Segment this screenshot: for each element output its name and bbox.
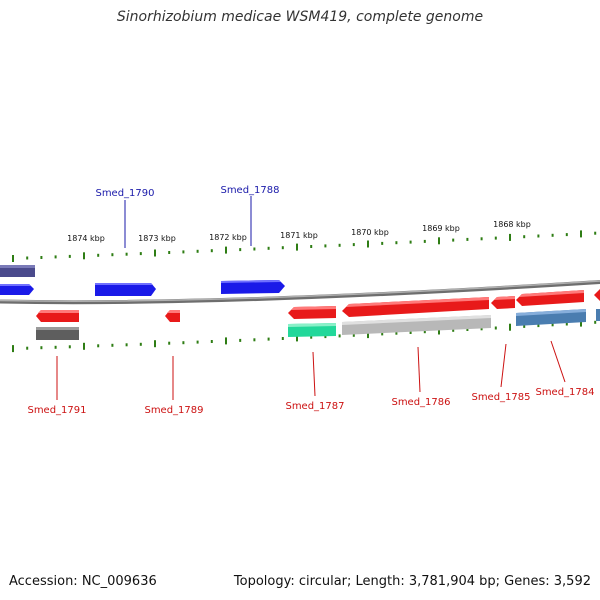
gene-arrow-smed-1786[interactable] xyxy=(342,297,489,317)
gene-arrow[interactable] xyxy=(36,327,79,340)
gene-label-reverse[interactable]: Smed_1789 xyxy=(144,405,203,416)
gene-arrow[interactable] xyxy=(342,315,491,335)
map-title: Sinorhizobium medicae WSM419, complete g… xyxy=(116,9,484,25)
forward-genes xyxy=(0,265,285,296)
tick-label: 1872 kbp xyxy=(209,233,247,242)
accession-text: Accession: NC_009636 xyxy=(9,574,157,589)
reverse-genes xyxy=(36,289,600,340)
tick-label: 1873 kbp xyxy=(138,234,176,243)
gene-arrow[interactable] xyxy=(0,265,35,277)
tick-label: 1870 kbp xyxy=(351,228,389,237)
gene-arrow-smed-1788[interactable] xyxy=(221,280,285,294)
tick-label: 1871 kbp xyxy=(280,231,318,240)
gene-label-reverse[interactable]: Smed_1787 xyxy=(285,401,344,412)
gene-arrow-smed-1787[interactable] xyxy=(288,306,336,319)
gene-arrow-smed-1790[interactable] xyxy=(95,283,156,296)
gene-arrow-smed-1791[interactable] xyxy=(36,310,79,322)
tick-marks xyxy=(12,230,597,353)
genome-summary-text: Topology: circular; Length: 3,781,904 bp… xyxy=(233,574,591,589)
tick-labels: 1874 kbp 1873 kbp 1872 kbp 1871 kbp 1870… xyxy=(67,220,531,243)
label-leaders xyxy=(56,196,566,400)
gene-arrow[interactable] xyxy=(594,289,600,301)
tick-label: 1874 kbp xyxy=(67,234,105,243)
gene-label-reverse[interactable]: Smed_1786 xyxy=(391,397,450,408)
gene-arrow[interactable] xyxy=(0,284,34,295)
tick-label: 1868 kbp xyxy=(493,220,531,229)
genome-backbone xyxy=(0,280,600,305)
gene-arrow-smed-1789[interactable] xyxy=(165,310,180,322)
gene-arrow[interactable] xyxy=(516,309,586,326)
gene-arrow[interactable] xyxy=(288,323,336,337)
gene-label-reverse[interactable]: Smed_1784 xyxy=(535,387,594,398)
gene-labels: Smed_1790 Smed_1788 Smed_1791 Smed_1789 … xyxy=(27,185,594,416)
gene-label-forward[interactable]: Smed_1788 xyxy=(220,185,279,196)
gene-label-reverse[interactable]: Smed_1785 xyxy=(471,392,530,403)
gene-label-forward[interactable]: Smed_1790 xyxy=(95,188,154,199)
gene-arrow-smed-1785[interactable] xyxy=(491,296,515,309)
gene-arrow[interactable] xyxy=(596,309,600,321)
gene-label-reverse[interactable]: Smed_1791 xyxy=(27,405,86,416)
tick-label: 1869 kbp xyxy=(422,224,460,233)
gene-arrow-smed-1784[interactable] xyxy=(516,290,584,306)
